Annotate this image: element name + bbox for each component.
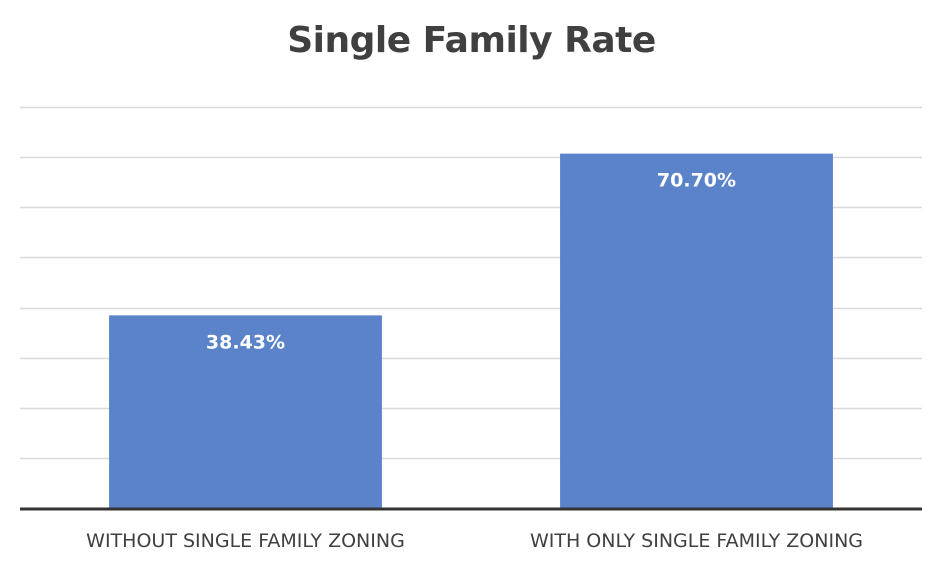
data-label: 70.70%	[657, 170, 736, 192]
data-labels: 38.43% 70.70%	[206, 170, 736, 354]
category-label: WITHOUT SINGLE FAMILY ZONING	[86, 530, 405, 552]
bar	[109, 315, 382, 508]
bars	[109, 153, 833, 508]
bar	[560, 153, 833, 508]
category-labels: WITHOUT SINGLE FAMILY ZONING WITH ONLY SI…	[86, 530, 863, 552]
data-label: 38.43%	[206, 331, 285, 353]
chart-title: Single Family Rate	[287, 20, 656, 61]
category-label: WITH ONLY SINGLE FAMILY ZONING	[530, 530, 863, 552]
